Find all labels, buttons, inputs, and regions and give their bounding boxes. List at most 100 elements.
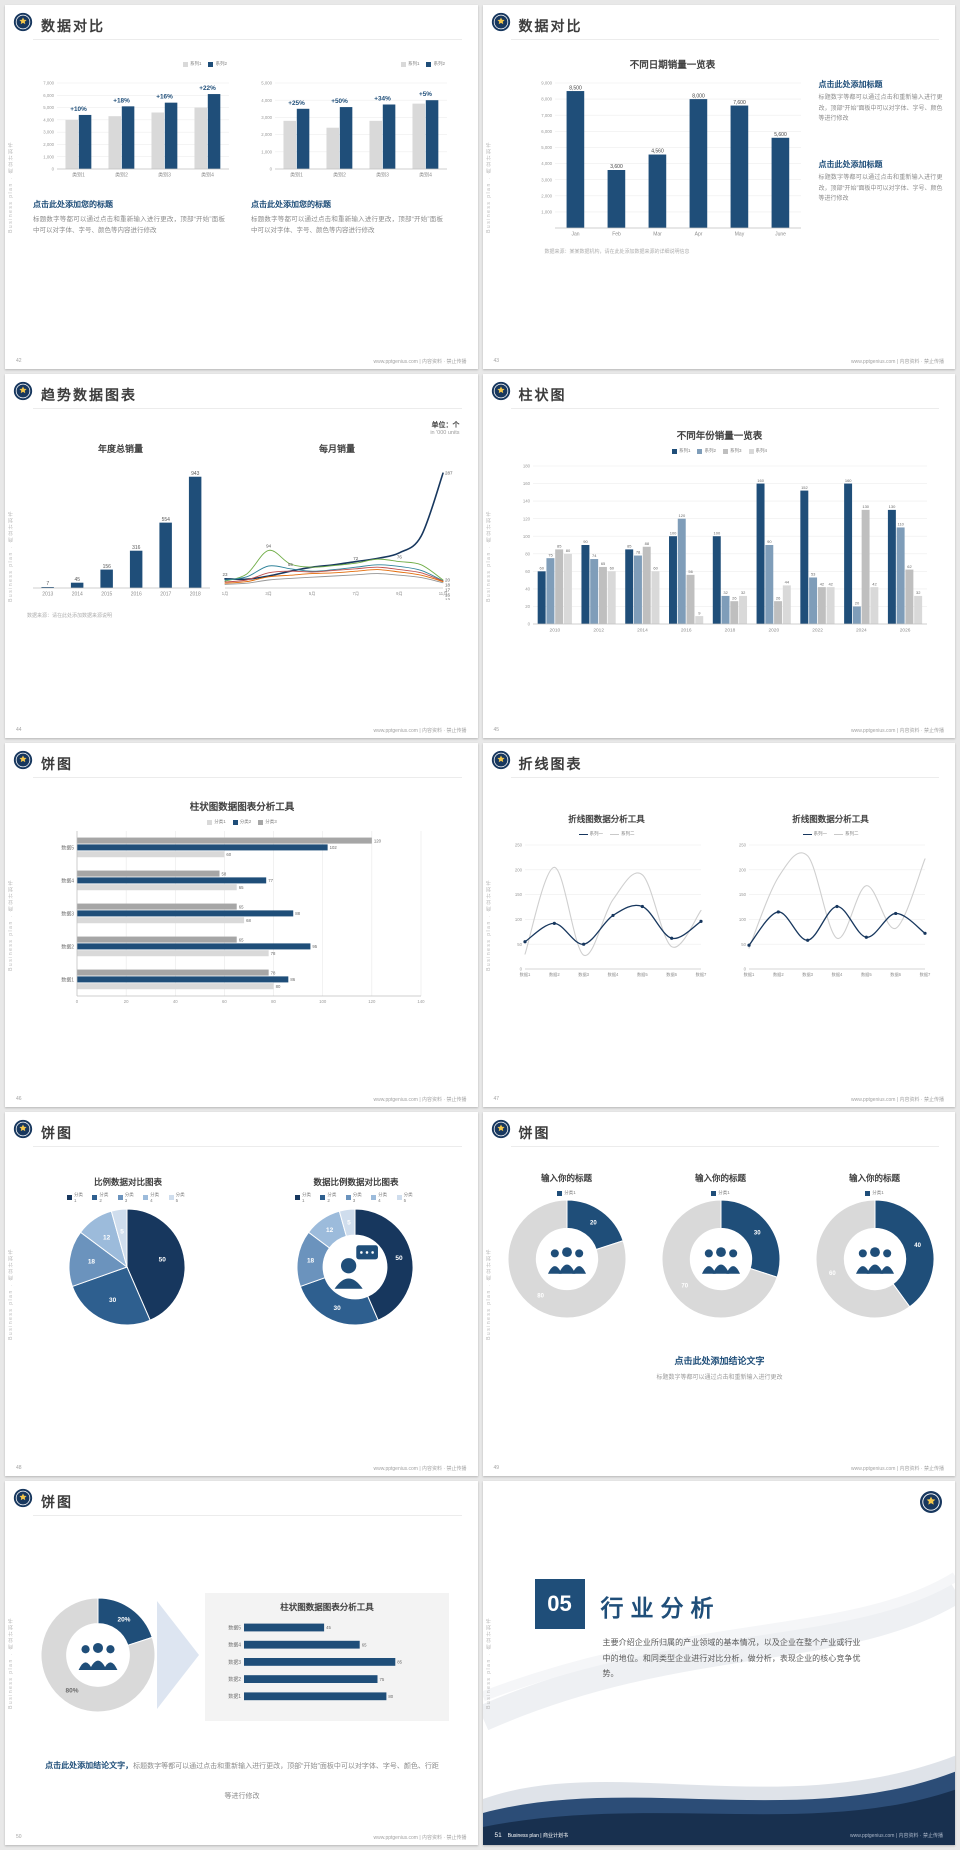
svg-text:56: 56 [688, 569, 693, 574]
svg-text:88: 88 [295, 911, 300, 916]
background-curves [482, 1572, 955, 1731]
svg-text:50: 50 [517, 942, 522, 947]
brand-logo [919, 1490, 943, 1514]
svg-text:5,000: 5,000 [541, 145, 552, 150]
svg-text:2,000: 2,000 [541, 193, 552, 198]
brand-logo [13, 1119, 33, 1139]
svg-text:80: 80 [271, 999, 276, 1004]
svg-text:4,560: 4,560 [651, 149, 664, 155]
svg-text:30: 30 [333, 1305, 341, 1312]
svg-text:120: 120 [374, 838, 382, 843]
svg-text:+16%: +16% [156, 94, 173, 101]
title-divider [33, 39, 462, 40]
footer-site-text: www.pptgenius.com | 内容资料 · 禁止传播 [373, 359, 467, 365]
svg-text:类别3: 类别3 [158, 172, 171, 179]
block-headline: 点击此处添加您的标题 [251, 200, 331, 209]
svg-text:2013: 2013 [42, 592, 53, 598]
page-number: 48 [16, 1465, 22, 1471]
svg-text:2014: 2014 [72, 592, 83, 598]
svg-text:40: 40 [914, 1243, 921, 1249]
slide-title: 数据对比 [41, 18, 105, 34]
chart-legend: 系列1 系列2 系列3 系列4 [511, 446, 929, 456]
block-headline: 点击此处添加标题 [818, 160, 883, 169]
svg-text:102: 102 [330, 845, 338, 850]
footer-site-text: www.pptgenius.com | 内容资料 · 禁止传播 [373, 728, 467, 734]
page-number: 45 [493, 727, 500, 733]
svg-text:50: 50 [395, 1255, 403, 1262]
page-number: 44 [16, 727, 22, 733]
svg-text:2012: 2012 [593, 628, 604, 634]
svg-text:数据5: 数据5 [228, 1624, 241, 1631]
svg-text:156: 156 [103, 564, 112, 570]
footer-site-text: www.pptgenius.com | 内容资料 · 禁止传播 [373, 1466, 467, 1472]
svg-text:90: 90 [767, 539, 772, 544]
svg-text:80%: 80% [66, 1688, 79, 1695]
donut-chart: 分类1 40 60 [807, 1188, 943, 1320]
block-headline: 点击此处添加标题 [818, 80, 883, 89]
svg-text:类别1: 类别1 [290, 172, 303, 179]
slide-footer: 49 www.pptgenius.com | 内容资料 · 禁止传播 [494, 1465, 945, 1472]
title-divider [33, 408, 462, 409]
svg-text:100: 100 [522, 534, 530, 539]
svg-text:20: 20 [854, 601, 859, 606]
svg-text:8,000: 8,000 [541, 97, 552, 102]
svg-text:0: 0 [743, 967, 746, 972]
svg-text:250: 250 [738, 843, 746, 848]
page-number: 43 [493, 358, 500, 364]
svg-text:数据1: 数据1 [743, 971, 754, 978]
svg-text:+34%: +34% [374, 96, 391, 103]
brand-logo [13, 381, 33, 401]
section-body: 主要介绍企业所归属的产业领域的基本情况，以及企业在整个产业或行业中的地位。和同类… [602, 1638, 861, 1679]
svg-text:20%: 20% [117, 1616, 130, 1623]
svg-text:1,000: 1,000 [43, 154, 54, 159]
footer-brand-text: Business plan | 商业计划书 [507, 1833, 568, 1839]
chart-title: 柱状图数据图表分析工具 [189, 802, 295, 813]
svg-text:88: 88 [644, 541, 649, 546]
svg-text:类别2: 类别2 [115, 172, 128, 179]
svg-text:1月: 1月 [222, 591, 229, 597]
svg-text:7,000: 7,000 [541, 113, 552, 118]
svg-text:130: 130 [888, 504, 895, 509]
svg-text:250: 250 [514, 843, 522, 848]
svg-text:45: 45 [74, 577, 80, 583]
slide-title: 柱状图 [518, 387, 567, 403]
svg-text:5: 5 [347, 1219, 351, 1226]
svg-text:7: 7 [46, 581, 49, 587]
svg-text:+18%: +18% [113, 97, 130, 104]
svg-text:316: 316 [132, 545, 141, 551]
arrow-right-shape [157, 1601, 199, 1709]
svg-text:May: May [734, 232, 744, 238]
line-chart-right: 系列一 系列二 250 200 150 100 50 0 数据1 数据2 数据3 数据4 数据5 数据6 数… [731, 829, 930, 981]
sidebar-vertical-label: Business plan . 商业计划书 [8, 141, 14, 233]
svg-text:12: 12 [103, 1234, 111, 1241]
svg-text:76: 76 [397, 555, 403, 560]
slide-footer: 51 Business plan | 商业计划书 [495, 1832, 568, 1839]
svg-text:7,000: 7,000 [43, 81, 54, 86]
svg-text:94: 94 [266, 543, 272, 548]
svg-text:数据5: 数据5 [61, 844, 74, 851]
svg-text:65: 65 [239, 904, 244, 909]
svg-text:类别1: 类别1 [72, 172, 85, 179]
svg-text:80: 80 [565, 548, 570, 553]
page-number: 47 [493, 1096, 500, 1102]
svg-text:数据6: 数据6 [890, 971, 901, 978]
donut-chart: 分类1 分类2 分类3 分类4 分类5 50 30 18 12 5 [294, 1192, 415, 1332]
slide-footer: 45 www.pptgenius.com | 内容资料 · 禁止传播 [494, 727, 945, 734]
svg-text:13: 13 [445, 598, 451, 601]
svg-text:86: 86 [290, 977, 295, 982]
svg-text:7月: 7月 [353, 591, 360, 597]
svg-text:80: 80 [525, 551, 530, 556]
title-divider [33, 1515, 462, 1516]
slide-45: Business plan . 商业计划书 柱状图 不同年份销量一览表 系列1 系… [482, 374, 955, 738]
block-body: 标题数字等都可以通过点击和重新输入进行更改，顶部“开始”面板中可以对字体、字号、… [818, 175, 943, 202]
sidebar-vertical-label: Business plan . 商业计划书 [485, 879, 492, 971]
chart-legend: 分类1 [653, 1188, 789, 1198]
page-number: 51 [494, 1832, 502, 1839]
block-body: 标题数字等都可以通过点击和重新输入进行更改，顶部“开始”面板中可以对字体、字号、… [818, 95, 943, 122]
svg-text:数据2: 数据2 [548, 971, 559, 978]
svg-text:20: 20 [525, 604, 530, 609]
sidebar-vertical-label: Business plan . 商业计划书 [485, 1617, 492, 1709]
brand-logo [491, 750, 511, 770]
svg-text:60: 60 [829, 1271, 836, 1277]
svg-text:3,600: 3,600 [610, 164, 623, 170]
